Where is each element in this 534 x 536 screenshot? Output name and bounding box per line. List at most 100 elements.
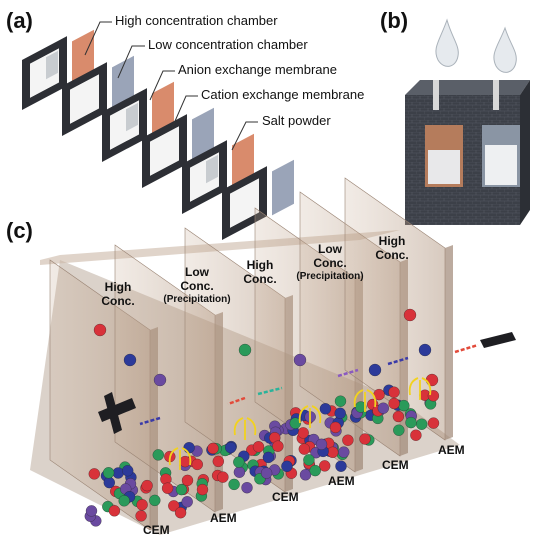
device-illustration [405,18,530,225]
salt [206,154,218,184]
ion [179,455,191,468]
stack-illustration [22,29,294,240]
membrane-label: AEM [438,443,465,457]
ion [181,474,194,487]
panel-label: (a) [6,8,33,33]
ion [410,429,422,441]
layer [102,81,174,162]
ion [298,443,310,455]
ion [359,433,371,445]
ion [398,399,410,412]
ion [427,417,440,429]
ion [260,467,273,479]
ion-flow-arrow [337,368,359,378]
ion [299,469,312,481]
ion [85,505,98,517]
precipitation-arrows [233,417,257,440]
positive-electrode [480,332,516,348]
ion-flow-arrow [227,396,246,406]
negative-electrode [98,392,136,434]
ion [225,441,237,454]
membrane-label: CEM [272,490,299,504]
layer [22,29,94,110]
membrane [152,81,174,138]
layer [62,55,134,136]
membrane [192,107,214,164]
ion [334,407,346,419]
membrane-label: CEM [143,523,170,536]
cell-illustration [30,177,516,535]
ion [103,476,115,489]
ion [262,451,275,464]
ion-flow-arrow [139,416,161,426]
ion [233,456,245,468]
ion-flow-arrow [387,356,409,366]
ion [335,460,347,472]
ion [191,458,203,471]
callout: Low concentration chamber [148,37,308,52]
frame [22,36,67,110]
ion [425,373,439,387]
layer [142,107,214,188]
ion [281,460,293,472]
ion [152,449,164,461]
ion [93,323,107,337]
ion [153,373,167,387]
ion [123,353,137,367]
membrane [272,159,294,216]
ion [403,308,417,322]
chamber-title: High Conc. [243,258,277,286]
ion [342,434,354,446]
ion [196,483,209,496]
chamber-title: Low Conc. [180,265,214,293]
chamber-note: (Precipitation) [296,271,364,282]
precipitation-arrows [298,405,322,428]
ion [207,442,219,455]
ion [388,397,400,410]
frame [182,140,227,214]
ion [327,446,339,458]
ion [112,467,124,479]
ion [303,454,315,466]
layer [182,133,254,214]
callout: Salt powder [262,113,331,128]
slab-edge [445,245,453,440]
ion [355,401,367,413]
salt [46,50,58,80]
precipitation-arrows [168,447,192,470]
ion [388,386,400,398]
ion [297,427,309,439]
ion [108,505,121,517]
ion [168,500,180,512]
callout: High concentration chamber [115,13,278,28]
membrane-label: CEM [382,458,409,472]
chamber-title: High Conc. [375,234,409,262]
membrane-label: AEM [328,474,355,488]
chamber-title: High Conc. [101,280,135,308]
ion [334,395,347,407]
ion [136,499,148,511]
ion [228,478,240,491]
window [70,74,99,124]
frame [62,62,107,136]
callout: Anion exchange membrane [178,62,337,77]
ion-flow-arrow [454,343,479,354]
ion [238,343,252,357]
ion [289,417,301,429]
ion [338,446,350,458]
panel-label: (b) [380,8,409,33]
ion [118,495,130,507]
ion [393,424,405,436]
ion [405,416,417,429]
ion [392,410,405,423]
ion [319,460,331,472]
ion [135,510,147,522]
ion [252,441,265,453]
chamber-title: Low Conc. [313,242,347,270]
ion [161,482,174,494]
ion [233,466,246,478]
ion [174,507,187,519]
ion [102,467,115,479]
